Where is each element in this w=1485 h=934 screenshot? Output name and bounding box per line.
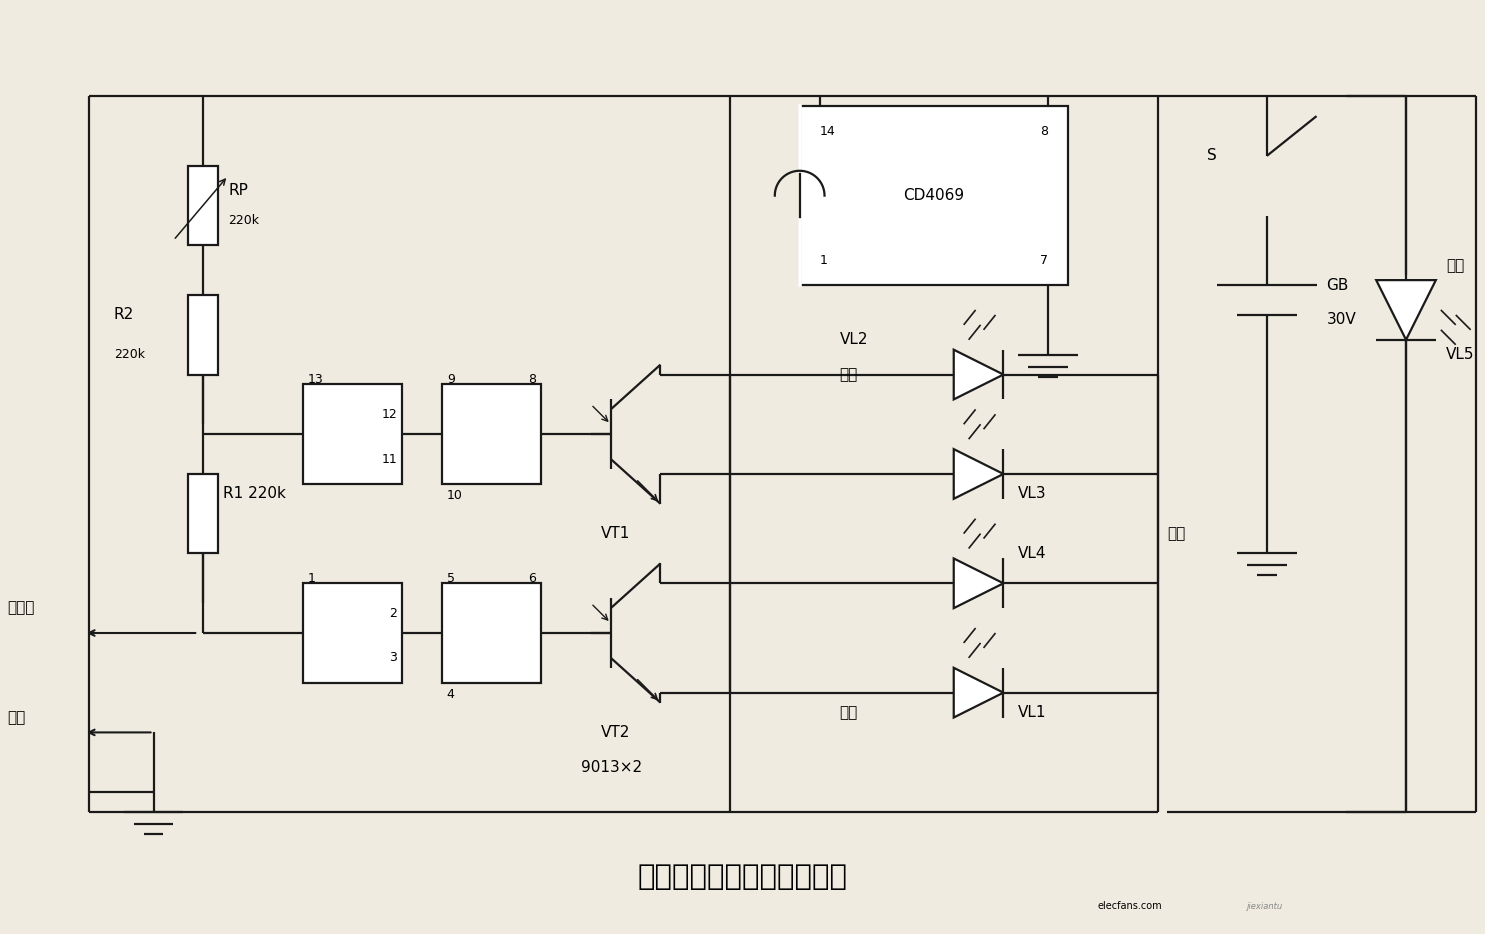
Text: S: S (1207, 149, 1218, 163)
Text: CD4069: CD4069 (903, 188, 964, 203)
Text: VL5: VL5 (1446, 347, 1475, 362)
Bar (189, 474, 218, 554)
Text: VL4: VL4 (1019, 546, 1047, 561)
Text: 7: 7 (1040, 254, 1048, 267)
Text: 1: 1 (307, 572, 315, 585)
Text: elecfans.com: elecfans.com (1097, 901, 1163, 912)
Bar (303, 584, 402, 683)
Bar (443, 584, 541, 683)
Text: 220k: 220k (229, 214, 258, 227)
Text: VT1: VT1 (601, 526, 630, 541)
Text: GB: GB (1326, 277, 1348, 292)
Polygon shape (1377, 280, 1436, 340)
Bar (189, 166, 218, 246)
Text: 红色柱: 红色柱 (7, 601, 34, 616)
Text: 9: 9 (447, 373, 454, 386)
Text: 3: 3 (389, 651, 396, 664)
Text: 绿色: 绿色 (1446, 258, 1464, 273)
Bar (189, 295, 218, 375)
Bar (799, 106, 1068, 285)
Text: 8: 8 (1040, 124, 1048, 137)
Text: 9013×2: 9013×2 (581, 759, 642, 774)
Text: 双色: 双色 (1167, 526, 1185, 541)
Polygon shape (953, 559, 1004, 608)
Text: 5: 5 (447, 572, 454, 585)
Text: 8: 8 (529, 373, 536, 386)
Text: 2: 2 (389, 606, 396, 619)
Bar (443, 385, 541, 484)
Polygon shape (953, 668, 1004, 717)
Text: 30V: 30V (1326, 312, 1356, 328)
Text: 1: 1 (820, 254, 827, 267)
Text: 红色: 红色 (839, 705, 858, 720)
Text: 220k: 220k (114, 348, 144, 361)
Text: R2: R2 (114, 307, 134, 322)
Text: jiexiantu: jiexiantu (1247, 902, 1283, 911)
Text: 14: 14 (820, 124, 835, 137)
Text: 12: 12 (382, 408, 396, 421)
Text: 绿色: 绿色 (839, 367, 858, 382)
Text: 探头: 探头 (7, 710, 25, 725)
Bar (303, 385, 402, 484)
Text: R1 220k: R1 220k (223, 487, 287, 502)
Text: 10: 10 (447, 488, 463, 502)
Polygon shape (953, 349, 1004, 400)
Text: 4: 4 (447, 687, 454, 700)
Text: VL1: VL1 (1019, 705, 1047, 720)
Text: 11: 11 (382, 453, 396, 465)
Text: 6: 6 (529, 572, 536, 585)
Text: 13: 13 (307, 373, 324, 386)
Text: RP: RP (229, 183, 248, 198)
Text: 多功能导电能力测试仪电路: 多功能导电能力测试仪电路 (637, 863, 848, 890)
Polygon shape (953, 449, 1004, 499)
Text: VT2: VT2 (601, 725, 630, 740)
Text: VL2: VL2 (839, 333, 867, 347)
Text: VL3: VL3 (1019, 487, 1047, 502)
